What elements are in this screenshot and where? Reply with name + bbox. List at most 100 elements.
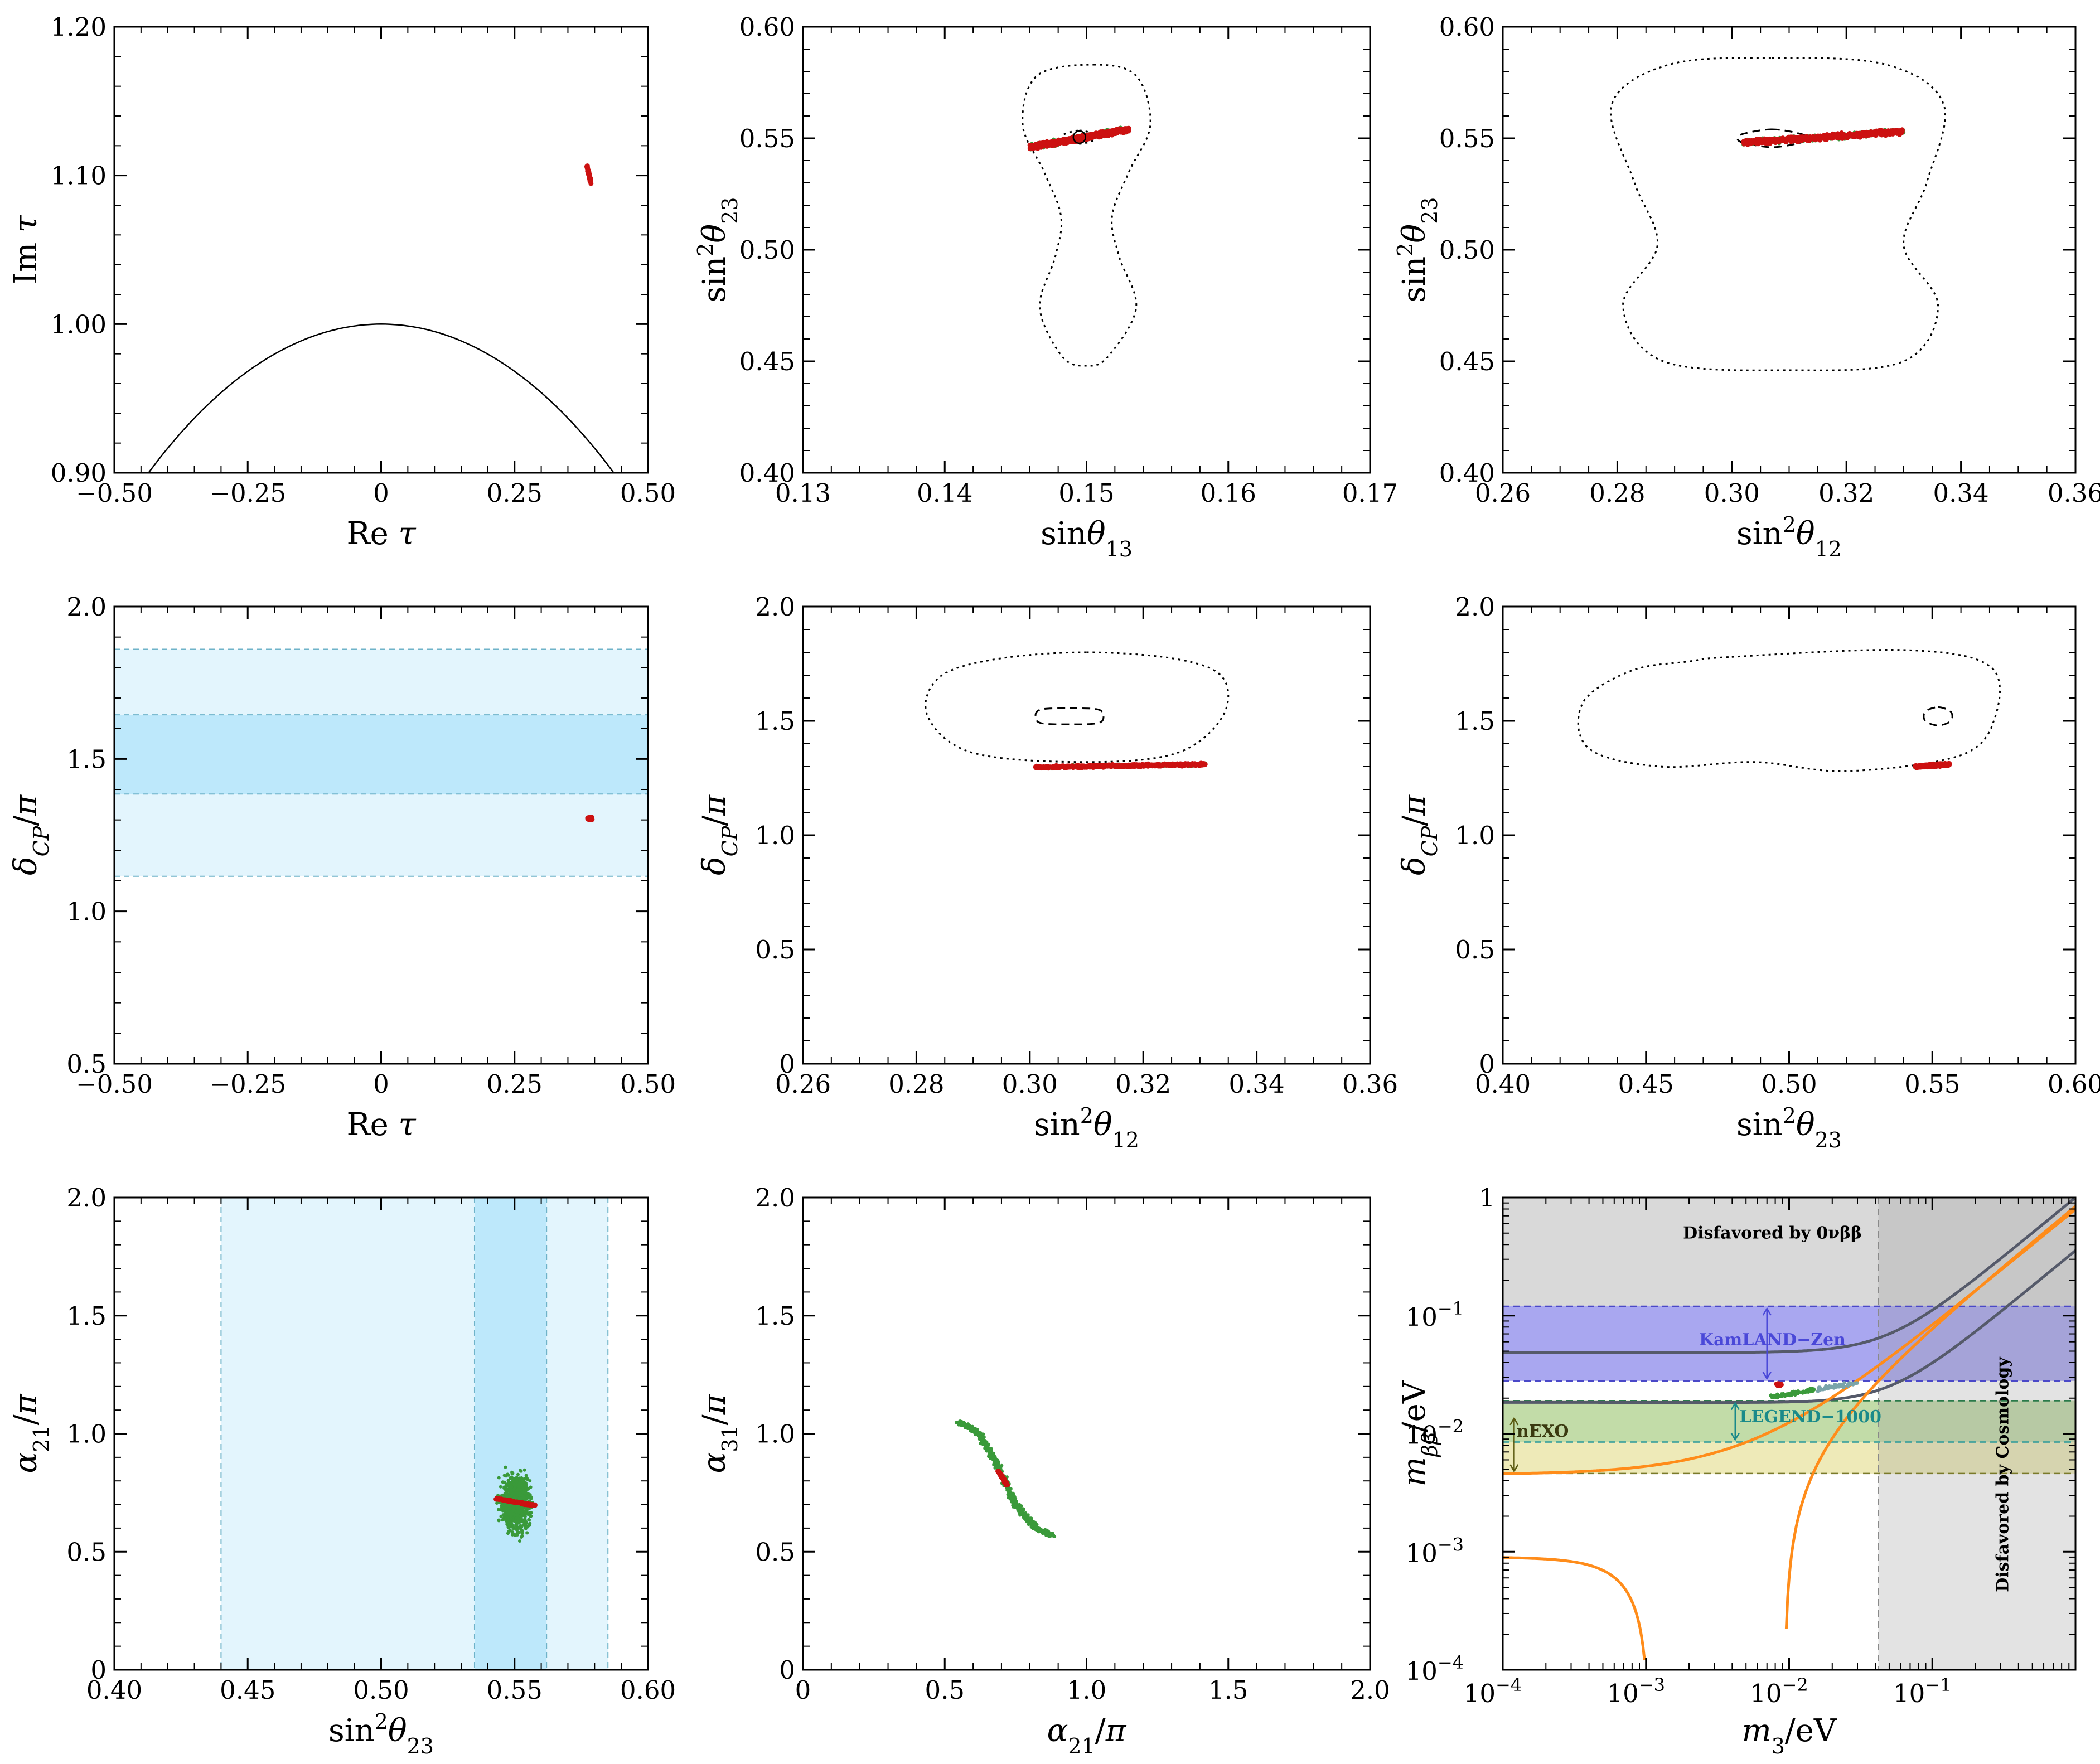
point-red [584,164,590,169]
point-red [1043,764,1048,770]
x-tick-label: −0.50 [76,478,153,508]
point-green [524,1491,528,1495]
point-green [516,1472,520,1476]
point-green [524,1481,528,1485]
y-tick-label: 0 [779,1049,795,1079]
point-green [506,1482,510,1486]
point-red [1841,134,1846,139]
x-tick-label: 0.25 [487,478,543,508]
y-axis-label: α21/π [8,1393,54,1473]
x-tick-label: 0.50 [353,1675,409,1705]
plot-area [1022,64,1151,367]
point-green [526,1511,530,1515]
point-red [1836,133,1842,139]
point-green [524,1526,528,1530]
point-red [1105,763,1110,769]
y-tick-label: 0.5 [66,1537,107,1567]
point-red [1757,139,1762,144]
point-red [1128,764,1133,769]
contour-3sigma [1610,57,1947,371]
point-green [522,1494,526,1498]
point-red [1058,138,1063,144]
x-tick-label: 0.16 [1201,478,1256,508]
x-tick-label: 0.50 [620,1069,676,1099]
y-tick-label: 0.40 [739,458,795,488]
x-tick-label: 0.36 [2048,478,2100,508]
point-red [1161,762,1167,767]
y-tick-label: 0.5 [66,1049,107,1079]
point-red [1914,764,1919,770]
contour-1sigma [1923,706,1953,726]
point-green [517,1492,521,1496]
y-tick-label: 0.5 [1455,935,1495,965]
y-axis-label: sin2θ23 [1393,197,1442,303]
point-red [1119,129,1124,134]
point-red [1760,139,1766,145]
y-tick-label: 0 [90,1655,107,1685]
point-green [505,1489,509,1493]
y-tick-label: 0.45 [1439,347,1495,376]
contour-3sigma [1577,648,2001,772]
point-green [514,1523,518,1526]
point-red [524,1501,529,1507]
fundamental-domain-arc [147,323,615,473]
point-green [505,1516,509,1520]
point-red [1936,763,1942,769]
axes-frame [802,26,1371,474]
y-tick-label: 0.5 [755,935,795,965]
x-axis-label: sin2θ23 [1736,1103,1842,1152]
point-green [507,1530,511,1534]
point-green [522,1468,526,1472]
x-tick-label: 0.36 [1342,1069,1398,1099]
point-green [517,1518,521,1522]
point-red [1136,762,1142,768]
x-tick-label: 0.30 [1002,1069,1058,1099]
x-tick-label: 0.30 [1704,478,1760,508]
point-green [506,1508,510,1511]
point-red [1118,764,1124,769]
point-green [523,1523,527,1527]
y-axis-label: δCP/π [8,794,54,875]
point-green [517,1530,521,1534]
y-tick-label: 1.0 [66,1419,107,1449]
point-red [1110,762,1115,767]
point-green [529,1485,533,1489]
x-tick-label: 0 [373,478,389,508]
axes-frame [1502,605,2077,1065]
y-tick-label: 0.40 [1439,458,1495,488]
point-green [520,1532,524,1535]
x-tick-label: 0.50 [1761,1069,1817,1099]
plot-area [1610,57,1947,371]
x-tick-label: 0.28 [888,1069,944,1099]
point-green [515,1488,519,1492]
x-axis-label: sin2θ12 [1736,512,1842,561]
y-tick-label: 1.5 [755,706,795,736]
point-red [1748,140,1754,146]
point-green [502,1474,506,1477]
band-3sigma [221,1198,608,1670]
point-red [1185,761,1191,767]
point-green [504,1486,508,1490]
axes-frame [802,605,1371,1065]
point-red [1057,764,1063,769]
point-green [519,1469,522,1472]
x-axis-label: sin2θ23 [328,1709,434,1758]
point-green [499,1514,503,1518]
plot-area [925,651,1230,771]
point-red [1897,129,1903,134]
contour-3sigma [1022,64,1151,367]
point-green [497,1519,501,1523]
point-green [502,1509,506,1513]
plot-area [114,648,648,877]
y-tick-label: 0.60 [739,12,795,42]
point-red [1870,131,1876,137]
point-green [495,1501,499,1505]
point-red [1833,133,1838,139]
point-red [1037,140,1043,146]
point-green [512,1512,516,1516]
y-tick-label: 1.5 [66,1301,107,1331]
x-tick-label: −0.50 [76,1069,153,1099]
y-tick-label: 1.5 [1455,706,1495,736]
y-tick-label: 1.10 [51,161,107,191]
